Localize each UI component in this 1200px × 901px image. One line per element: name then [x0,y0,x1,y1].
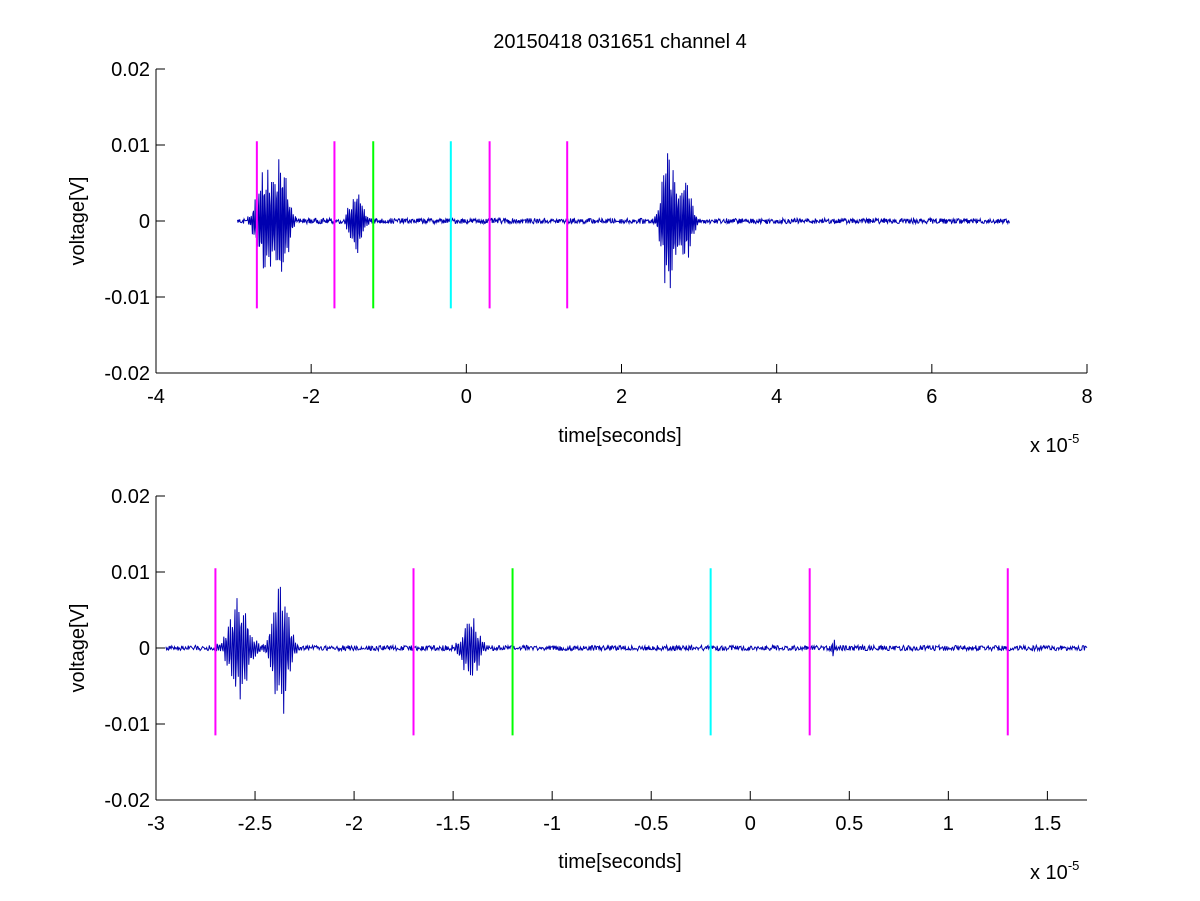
plot-bottom-y-tick-label: 0.02 [111,486,150,508]
plot-bottom-ylabel: voltage[V] [67,604,89,693]
plot-top-x-tick-label: -4 [147,386,165,408]
plot-bottom-y-tick-label: 0.01 [111,562,150,584]
plot-bottom-x-tick-label: -0.5 [634,813,668,835]
plot-top-xlabel: time[seconds] [558,425,681,447]
plot-bottom-x-tick-label: 1.5 [1033,813,1061,835]
plot-top-ylabel: voltage[V] [67,177,89,266]
plot-bottom-exponent-power: -5 [1068,858,1080,873]
plot-bottom-signal-line [165,586,1088,714]
plot-bottom-y-tick-label: 0 [139,638,150,660]
plot-top-exponent: x 10-5 [1030,431,1079,457]
plot-top-exponent-power: -5 [1068,431,1080,446]
plot-top: -4 -2 0 2 4 6 8 -0.02 -0.01 0 0.01 0.02 time[second… [67,59,1093,457]
plot-bottom-y-tick-label: -0.02 [104,790,150,812]
plot-top-exponent-base: x 10 [1030,435,1068,457]
plot-top-y-tick-label: -0.01 [104,287,150,309]
plot-top-x-tick-label: 6 [926,386,937,408]
plot-top-y-tick-label: 0 [139,211,150,233]
plot-top-x-tick-label: 2 [616,386,627,408]
figure-title: 20150418 031651 channel 4 [493,31,747,53]
plot-bottom-xlabel: time[seconds] [558,851,681,873]
plot-bottom-x-tick-label: -1 [543,813,561,835]
plot-bottom: -3 -2.5 -2 -1.5 -1 -0.5 0 0.5 1 1.5 -0.02 -0.01 0 0.0… [67,486,1088,884]
plot-top-y-tick-label: 0.02 [111,59,150,81]
plot-bottom-y-tick-label: -0.01 [104,714,150,736]
plot-top-signal-line [237,153,1010,289]
plot-bottom-exponent-base: x 10 [1030,862,1068,884]
plot-top-x-tick-label: 8 [1081,386,1092,408]
plot-bottom-x-tick-label: -1.5 [436,813,470,835]
plot-bottom-exponent: x 10-5 [1030,858,1079,884]
plot-top-x-tick-label: -2 [302,386,320,408]
plot-bottom-x-tick-label: -2 [345,813,363,835]
plot-bottom-x-tick-label: 0 [745,813,756,835]
plot-bottom-x-tick-label: -2.5 [238,813,272,835]
plot-top-x-tick-label: 4 [771,386,782,408]
plot-top-x-tick-label: 0 [461,386,472,408]
plot-top-y-tick-label: -0.02 [104,363,150,385]
plot-top-y-tick-label: 0.01 [111,135,150,157]
plot-bottom-x-tick-label: 1 [943,813,954,835]
plot-bottom-x-tick-label: -3 [147,813,165,835]
plot-bottom-x-tick-label: 0.5 [835,813,863,835]
